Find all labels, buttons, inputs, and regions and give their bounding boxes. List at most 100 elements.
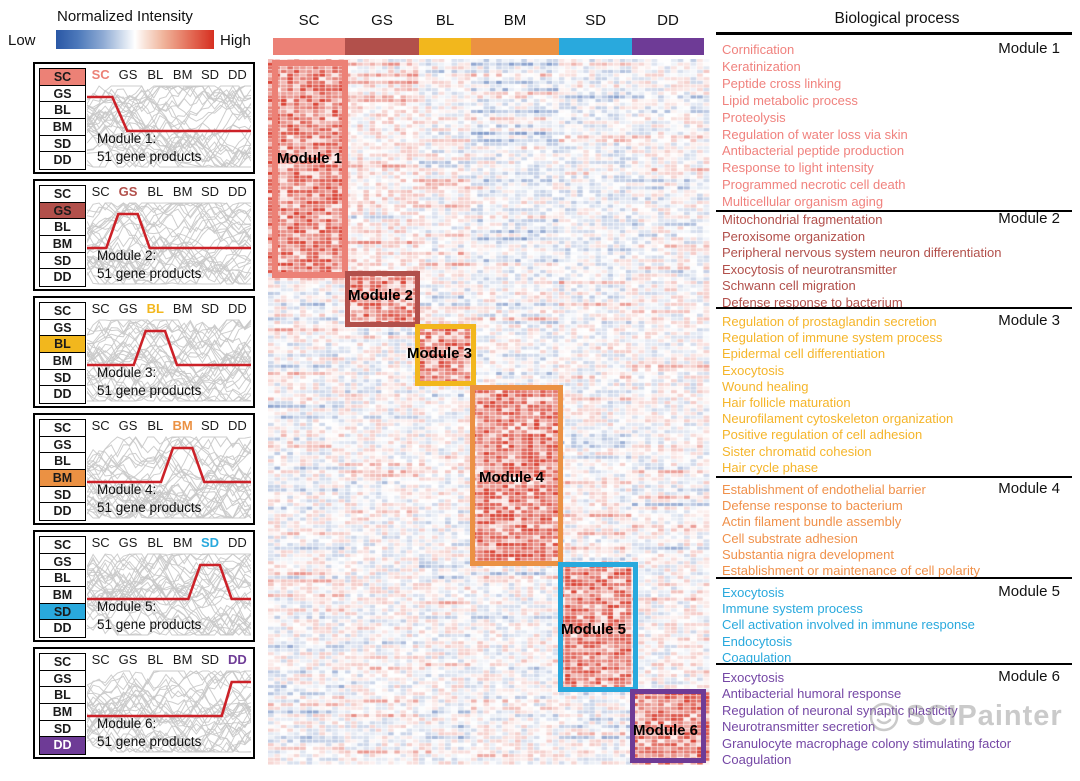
card-caption-5: Module 5: 51 gene products [97, 598, 201, 634]
mini-table-cell-sd: SD [40, 603, 85, 621]
group-bar-segment-bm [471, 38, 559, 55]
process-item: Cell activation involved in immune respo… [722, 617, 975, 633]
process-item: Regulation of water loss via skin [722, 126, 908, 142]
gene-profile-line [87, 374, 251, 402]
process-item: Endocytosis [722, 633, 793, 649]
module-tag-5: Module 5 [998, 583, 1060, 600]
module-box-6 [630, 689, 706, 763]
module-box-label-2: Module 2 [348, 287, 414, 304]
bp-divider-1 [716, 210, 1072, 212]
gene-profile-line [87, 438, 251, 485]
plot-group-label-sd: SD [200, 184, 220, 199]
process-item: Wound healing [722, 378, 809, 394]
gene-profile-line [87, 602, 251, 636]
gene-profile-line [87, 104, 251, 168]
title-underline [716, 32, 1072, 35]
plot-group-label-bm: BM [172, 301, 193, 316]
plot-group-label-bm: BM [172, 652, 193, 667]
legend-gradient-bar [56, 30, 214, 49]
gene-profile-line [87, 553, 251, 596]
gene-profile-line [87, 202, 251, 234]
mini-table-cell-sc: SC [40, 69, 85, 86]
card-caption-genes-line: 51 gene products [97, 734, 202, 749]
mini-table-1: SC GS BL BM SD DD [39, 68, 86, 170]
module-mean-line [87, 446, 251, 484]
gene-profile-line [87, 475, 251, 507]
gene-profile-line [87, 85, 251, 132]
mini-table-cell-bm: BM [40, 235, 85, 253]
process-item: Exocytosis of neurotransmitter [722, 261, 897, 277]
process-item: Multicellular organism aging [722, 194, 884, 210]
plot-group-label-sc: SC [91, 535, 110, 550]
mini-table-cell-gs: GS [40, 319, 85, 337]
gene-profile-line [87, 202, 251, 235]
mini-table-cell-gs: GS [40, 85, 85, 103]
process-item: Regulation of immune system process [722, 330, 943, 346]
mini-table-cell-bm: BM [40, 703, 85, 721]
process-item: Lipid metabolic process [722, 92, 858, 108]
bp-section-module-2: Mitochondrial fragmentation Peroxisome or… [722, 212, 1072, 312]
module-card-2: SC GS BL BM SD DD SC GS BL BM SD DD Module 2: 51 gene… [33, 179, 255, 291]
process-item: Response to light intensity [722, 160, 874, 176]
card-caption-genes-line: 51 gene products [97, 617, 202, 632]
profile-plot-6 [87, 670, 251, 753]
bp-section-module-6: Exocytosis Antibacterial humoral response… [722, 670, 1072, 768]
plot-group-label-sd: SD [200, 67, 220, 82]
heatmap-group-label-sd: SD [585, 12, 606, 29]
gene-profile-line [87, 355, 251, 402]
process-item: Epidermal cell differentiation [722, 346, 886, 362]
mini-table-2: SC GS BL BM SD DD [39, 185, 86, 287]
gene-profile-line [87, 553, 251, 632]
process-item: Regulation of prostaglandin secretion [722, 314, 937, 329]
gene-profile-line [87, 559, 251, 629]
plot-group-label-gs: GS [118, 418, 138, 433]
gene-profile-line [87, 436, 251, 484]
gene-profile-line [87, 728, 251, 753]
mini-table-4: SC GS BL BM SD DD [39, 419, 86, 521]
gene-profile-line [87, 553, 251, 583]
process-item: Neurofilament cytoskeleton organization [722, 411, 954, 427]
gene-profile-line [87, 670, 251, 724]
gene-profile-line [87, 357, 251, 402]
mini-table-cell-sc: SC [40, 537, 85, 554]
gene-profile-line [87, 553, 251, 605]
group-bar-segment-gs [345, 38, 419, 55]
module-box-3 [415, 324, 476, 386]
bp-divider-5 [716, 663, 1072, 665]
gene-profile-line [87, 339, 251, 379]
mini-table-cell-sd: SD [40, 486, 85, 504]
card-caption-genes-line: 51 gene products [97, 149, 202, 164]
card-caption-genes-line: 51 gene products [97, 266, 202, 281]
gene-profile-line [87, 348, 251, 385]
bp-section-module-1: Cornification Keratinization Peptide cross… [722, 42, 1072, 211]
plot-group-label-sc: SC [91, 652, 110, 667]
profile-plot-5 [87, 553, 251, 636]
gene-profile-line [87, 319, 251, 360]
plot-group-label-dd: DD [227, 67, 247, 82]
mini-table-cell-gs: GS [40, 202, 85, 220]
module-card-1: SC GS BL BM SD DD SC GS BL BM SD DD Module 1: 51 gene… [33, 62, 255, 174]
plot-group-label-sd: SD [200, 418, 220, 433]
card-caption-module-line: Module 1: [97, 131, 157, 146]
process-item: Sister chromatid cohesion [722, 443, 872, 459]
process-item: Establishment of endothelial barrier [722, 482, 926, 497]
mini-table-cell-bl: BL [40, 453, 85, 470]
group-bar-segment-sd [559, 38, 632, 55]
plot-group-label-bl: BL [147, 418, 164, 433]
module-box-5 [558, 562, 638, 692]
module-tag-2: Module 2 [998, 210, 1060, 227]
card-caption-6: Module 6: 51 gene products [97, 715, 201, 751]
watermark: SCIPainter [868, 700, 1063, 733]
biological-process-title: Biological process [834, 10, 960, 27]
card-caption-module-line: Module 5: [97, 599, 157, 614]
process-item: Hair cycle phase [722, 459, 819, 475]
process-item: Regulation of neuronal synaptic plastici… [722, 702, 958, 718]
gene-profile-line [87, 593, 251, 634]
plot-group-label-gs: GS [118, 301, 138, 316]
process-item: Schwann cell migration [722, 278, 856, 294]
plot-group-label-dd: DD [227, 301, 247, 316]
module-box-label-3: Module 3 [407, 345, 473, 362]
mini-table-cell-sd: SD [40, 720, 85, 738]
heatmap-group-label-gs: GS [371, 12, 393, 29]
